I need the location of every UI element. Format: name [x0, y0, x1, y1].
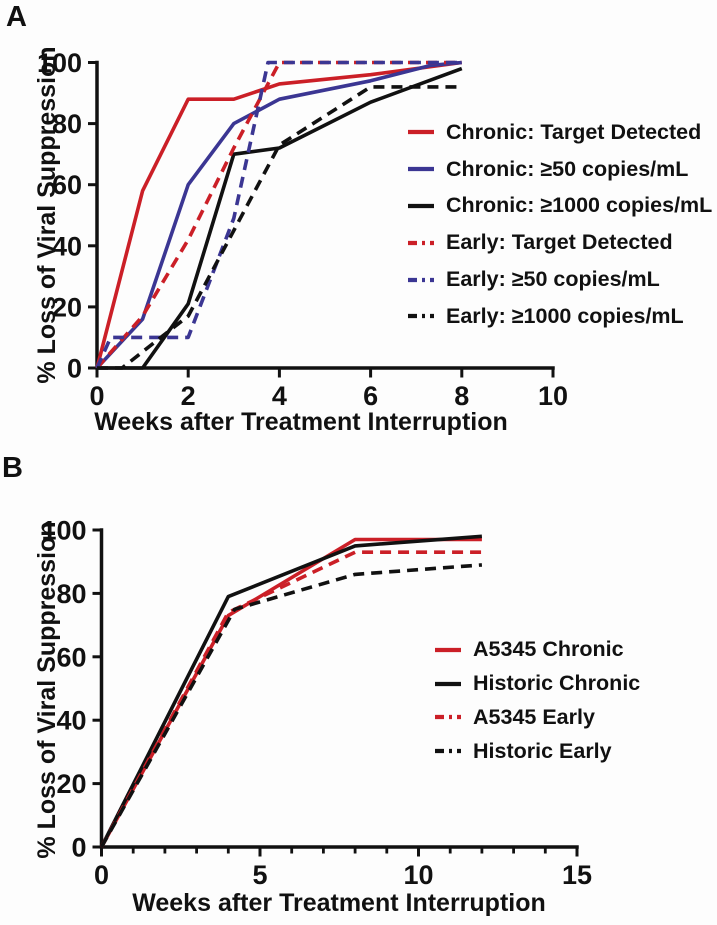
legend-line-swatch-icon: [435, 681, 461, 686]
legend-line-swatch-icon: [435, 647, 461, 652]
panel-b-plot: 0 20 40 60 80 100 0 5 10 15: [41, 516, 592, 891]
y-tick-label: 40: [52, 231, 82, 261]
panel-b-y-axis-title: % Loss of Viral Suppression: [33, 521, 61, 859]
legend-item-label: Chronic: ≥1000 copies/mL: [446, 193, 713, 218]
y-tick-label: 0: [67, 354, 82, 384]
series-line-0: [99, 537, 482, 848]
x-tick-label: 10: [538, 381, 568, 411]
legend-line-swatch-icon: [408, 203, 434, 209]
legend-line-swatch-icon: [408, 130, 434, 135]
series-line-2: [99, 550, 482, 848]
y-tick-label: 40: [56, 706, 86, 736]
y-tick-label: 20: [52, 292, 82, 322]
legend-item: Chronic: ≥50 copies/mL: [407, 151, 712, 188]
legend-item-label: Early: Target Detected: [446, 230, 673, 255]
legend-item-label: Early: ≥1000 copies/mL: [446, 303, 684, 328]
legend-item: A5345 Chronic: [434, 633, 640, 667]
series-line-1: [99, 534, 483, 848]
legend-line-swatch-icon: [435, 715, 461, 720]
legend-line-swatch-icon: [435, 749, 461, 754]
x-tick-label: 15: [562, 860, 592, 890]
x-tick-label: 5: [252, 860, 267, 890]
panel-a-label: A: [6, 1, 27, 33]
series-line-2: [97, 66, 463, 370]
x-tick-label: 2: [181, 381, 196, 411]
panel-b-x-axis-title: Weeks after Treatment Interruption: [132, 889, 546, 917]
legend-item-label: A5345 Chronic: [473, 637, 624, 662]
legend-item-label: A5345 Early: [473, 704, 595, 729]
legend-item: Early: Target Detected: [407, 224, 712, 261]
panel-a-y-axis-title: % Loss of Viral Suppression: [33, 46, 61, 384]
y-tick-label: 60: [56, 642, 86, 672]
legend-item-label: Early: ≥50 copies/mL: [446, 267, 660, 292]
legend-item: Historic Chronic: [434, 667, 640, 701]
series-line-0: [95, 60, 463, 369]
legend-item-label: Chronic: ≥50 copies/mL: [446, 156, 689, 181]
y-tick-label: 80: [56, 579, 86, 609]
panel-a-x-axis-title: Weeks after Treatment Interruption: [94, 408, 508, 436]
legend-item-label: Chronic: Target Detected: [446, 119, 702, 144]
legend-item: A5345 Early: [434, 701, 640, 735]
legend-line-swatch-icon: [408, 167, 434, 172]
x-tick-label: 4: [272, 381, 287, 411]
legend-item: Chronic: ≥1000 copies/mL: [407, 188, 712, 225]
x-tick-label: 0: [89, 381, 104, 411]
y-tick-label: 80: [52, 109, 82, 139]
panel-a-plot: 0 20 40 60 80 100 0 2 4 6 8 10: [37, 48, 568, 411]
panel-a-legend: Chronic: Target Detected Chronic: ≥50 cop…: [407, 114, 712, 335]
legend-item: Chronic: Target Detected: [407, 114, 712, 151]
legend-line-swatch-icon: [408, 240, 434, 245]
y-tick-label: 20: [56, 769, 86, 799]
panel-b-legend: A5345 Chronic Historic Chronic A5345 Early…: [434, 633, 640, 768]
y-tick-label: 100: [37, 48, 82, 78]
legend-item-label: Historic Early: [473, 738, 612, 763]
y-tick-label: 100: [41, 516, 86, 546]
x-tick-label: 6: [363, 381, 378, 411]
series-line-3: [99, 563, 483, 848]
x-tick-label: 10: [403, 860, 433, 890]
x-tick-label: 8: [454, 381, 469, 411]
y-tick-label: 0: [71, 833, 86, 863]
panel-b-label: B: [2, 452, 23, 484]
legend-line-swatch-icon: [408, 277, 434, 282]
legend-item: Early: ≥1000 copies/mL: [407, 298, 712, 335]
legend-item: Historic Early: [434, 734, 640, 768]
legend-item-label: Historic Chronic: [473, 671, 641, 696]
legend-item: Early: ≥50 copies/mL: [407, 261, 712, 298]
legend-line-swatch-icon: [408, 314, 434, 319]
series-line-4: [95, 60, 462, 369]
x-tick-label: 0: [94, 860, 109, 890]
y-tick-label: 60: [52, 170, 82, 200]
